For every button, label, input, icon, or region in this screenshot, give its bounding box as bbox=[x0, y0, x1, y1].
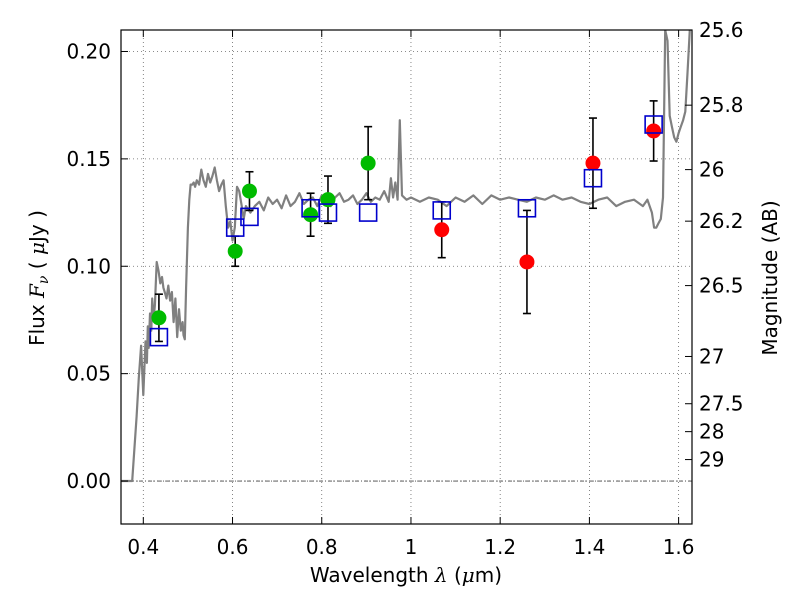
model-bandpass-square bbox=[432, 201, 452, 220]
y-tick-label: 0.20 bbox=[66, 39, 111, 63]
y-tick-label: 0.10 bbox=[66, 254, 111, 278]
right-tick-label: 25.8 bbox=[699, 93, 744, 117]
tick-labels: 0.4 0.6 0.8 1 1.2 1.4 1.6 0.00 0.05 0.10 0.15 0.20 2… bbox=[66, 18, 743, 559]
y-tick-label: 0.15 bbox=[66, 147, 111, 171]
green-photometry-point bbox=[360, 155, 376, 171]
x-axis-label: Wavelength λ (μm) bbox=[310, 563, 502, 587]
green-photometry-point bbox=[241, 183, 257, 199]
model-bandpass-square bbox=[318, 203, 338, 222]
model-bandpass-square bbox=[240, 207, 259, 227]
model-bandpass-square bbox=[358, 203, 378, 222]
model-bandpass-square bbox=[644, 115, 663, 134]
right-tick-label: 27 bbox=[699, 344, 724, 368]
y-tick-label: 0.00 bbox=[66, 469, 111, 493]
red-photometry-point bbox=[434, 222, 450, 238]
x-tick-label: 0.6 bbox=[217, 535, 249, 559]
right-tick-label: 27.5 bbox=[699, 392, 744, 416]
model-bandpass-square bbox=[225, 218, 245, 237]
model-bandpass-square bbox=[517, 198, 537, 218]
green-photometry-point bbox=[151, 310, 167, 326]
red-photometry-point bbox=[646, 123, 662, 139]
right-tick-label: 28 bbox=[699, 420, 724, 444]
x-tick-label: 1.4 bbox=[573, 535, 605, 559]
y-tick-label: 0.05 bbox=[66, 362, 111, 386]
x-tick-label: 0.8 bbox=[306, 535, 338, 559]
x-tick-label: 1.6 bbox=[663, 535, 695, 559]
green-photometry-point bbox=[227, 243, 243, 259]
right-tick-label: 26 bbox=[699, 158, 724, 182]
model-bandpass-square bbox=[583, 168, 603, 188]
green-photometry-point bbox=[320, 192, 336, 208]
right-tick-label: 26.5 bbox=[699, 274, 744, 298]
right-tick-label: 29 bbox=[699, 448, 724, 472]
markers bbox=[149, 100, 663, 347]
right-axis-label: Magnitude (AB) bbox=[758, 200, 782, 355]
y-axis-label: Flux Fν ( μJy ) bbox=[25, 210, 52, 346]
green-photometry-point bbox=[303, 207, 319, 223]
plot-frame bbox=[120, 29, 693, 525]
model-bandpass-square bbox=[149, 327, 169, 347]
right-tick-label: 26.2 bbox=[699, 209, 744, 233]
ticks bbox=[121, 29, 692, 524]
model-spectrum-line bbox=[121, 30, 691, 483]
right-tick-label: 25.6 bbox=[699, 18, 744, 42]
x-tick-label: 1.2 bbox=[484, 535, 516, 559]
red-photometry-point bbox=[585, 155, 601, 171]
model-spectrum-layer bbox=[121, 30, 691, 483]
x-tick-label: 0.4 bbox=[127, 535, 159, 559]
red-photometry-point bbox=[519, 254, 535, 270]
x-tick-label: 1 bbox=[405, 535, 418, 559]
